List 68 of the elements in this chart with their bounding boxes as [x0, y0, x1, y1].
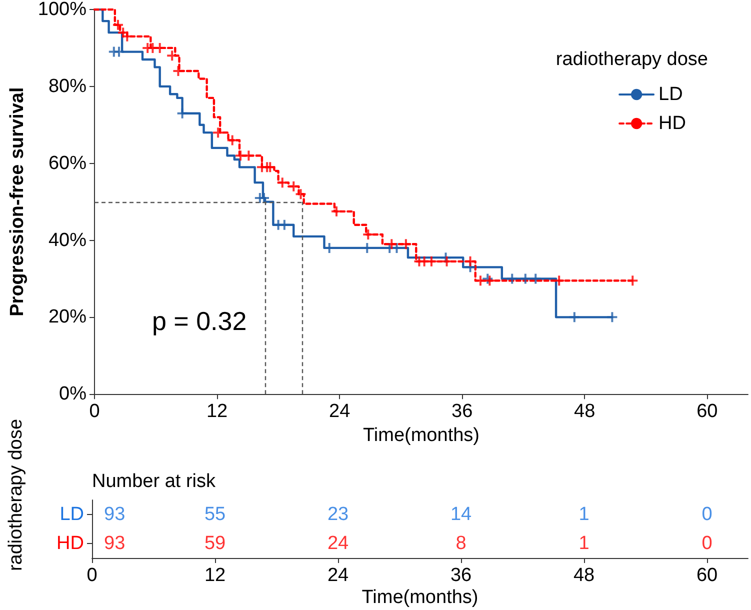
data-label: 24	[327, 533, 349, 554]
point	[167, 50, 178, 61]
point	[465, 256, 476, 266]
point	[114, 46, 124, 57]
data-label: 23	[327, 504, 349, 525]
point	[530, 274, 541, 284]
x-tick-label: 36	[452, 401, 473, 422]
x-axis-title: Time(months)	[362, 587, 478, 608]
data-label: 59	[204, 533, 226, 554]
point	[628, 276, 638, 286]
point	[400, 239, 411, 250]
point	[386, 239, 397, 250]
y-tick-label: 0%	[59, 384, 87, 405]
legend-label: HD	[658, 113, 686, 134]
point	[213, 128, 224, 138]
point	[426, 256, 436, 266]
x-tick-label: 12	[204, 565, 226, 586]
x-tick-label: 36	[450, 565, 472, 586]
x-tick-label: 0	[89, 401, 100, 422]
y-axis-title: radiotherapy dose	[6, 418, 26, 572]
x-tick-label: 48	[573, 565, 595, 586]
chart-title: Number at risk	[92, 471, 216, 492]
point	[227, 135, 238, 146]
point	[442, 256, 452, 266]
point	[122, 31, 132, 42]
data-label: 8	[456, 533, 466, 554]
y-tick-label: 80%	[48, 76, 87, 97]
point	[331, 206, 342, 216]
x-tick-label: 24	[328, 401, 351, 422]
data-label: 1	[578, 533, 590, 554]
x-tick-label: 60	[696, 401, 718, 422]
point	[277, 178, 288, 188]
point	[554, 276, 564, 286]
point	[607, 312, 618, 322]
y-tick-label: 40%	[48, 230, 87, 251]
point	[569, 312, 580, 322]
point	[265, 162, 276, 172]
x-tick-label: 0	[86, 565, 98, 586]
data-label: 0	[702, 533, 712, 554]
data-label: 1	[578, 504, 590, 525]
x-tick-label: 12	[206, 401, 228, 422]
point	[363, 229, 374, 240]
annotation: p = 0.32	[152, 306, 247, 336]
point	[279, 220, 290, 230]
point	[244, 150, 254, 161]
point	[112, 20, 123, 30]
y-tick-label: LD	[60, 504, 84, 525]
point	[520, 274, 530, 284]
legend-title: radiotherapy dose	[556, 49, 708, 70]
data-label: 55	[204, 504, 226, 525]
x-tick-label: 24	[327, 565, 349, 586]
data-label: 93	[104, 504, 126, 525]
y-tick-label: 60%	[48, 152, 87, 174]
y-tick-label: 20%	[48, 306, 87, 328]
y-tick-label: 100%	[38, 0, 87, 20]
point	[507, 274, 518, 284]
y-axis-title: Progression-free survival	[7, 87, 28, 316]
legend-label: LD	[658, 84, 683, 105]
x-tick-label: 60	[696, 565, 718, 586]
data-label: 14	[450, 504, 472, 525]
x-tick-label: 48	[574, 401, 596, 422]
point	[288, 181, 299, 192]
point	[177, 108, 188, 118]
x-axis-title: Time(months)	[363, 425, 480, 446]
point	[296, 189, 306, 200]
y-tick-label: HD	[56, 533, 84, 554]
data-label: 93	[104, 533, 126, 554]
data-label: 0	[702, 504, 712, 525]
